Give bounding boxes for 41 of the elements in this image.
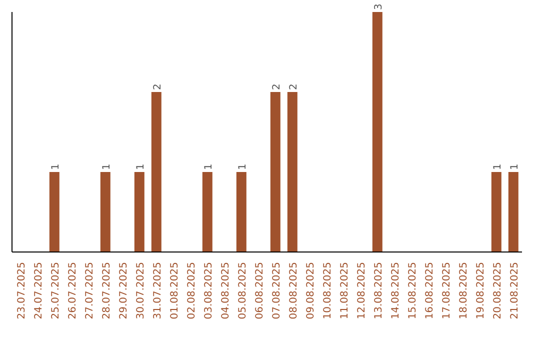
x-tick-label: 10.08.2025 xyxy=(322,262,334,320)
data-label: 1 xyxy=(509,164,520,170)
x-tick-label: 14.08.2025 xyxy=(390,262,402,320)
x-tick-label: 05.08.2025 xyxy=(238,262,248,320)
data-label: 1 xyxy=(203,164,214,170)
x-tick-label: 03.08.2025 xyxy=(204,262,214,320)
x-tick-label: 26.07.2025 xyxy=(68,262,78,320)
data-label: 2 xyxy=(271,84,282,90)
x-tick-label: 21.08.2025 xyxy=(510,262,520,320)
x-tick-label: 25.07.2025 xyxy=(50,262,62,320)
x-tick-label: 09.08.2025 xyxy=(306,262,316,320)
data-label: 3 xyxy=(373,4,384,10)
data-label: 2 xyxy=(288,84,300,90)
x-tick-label: 24.07.2025 xyxy=(34,262,44,320)
data-label: 1 xyxy=(237,164,248,170)
x-tick-label: 31.07.2025 xyxy=(152,262,164,320)
data-label: 1 xyxy=(101,164,112,170)
x-tick-label: 02.08.2025 xyxy=(186,262,198,320)
x-tick-label: 17.08.2025 xyxy=(442,262,452,320)
data-label: 1 xyxy=(492,164,504,170)
x-tick-label: 12.08.2025 xyxy=(356,262,368,320)
x-tick-label: 13.08.2025 xyxy=(374,262,384,320)
x-tick-label: 11.08.2025 xyxy=(340,262,350,320)
x-tick-label: 16.08.2025 xyxy=(424,262,436,320)
data-label: 1 xyxy=(135,164,146,170)
x-tick-label: 08.08.2025 xyxy=(288,262,300,320)
data-label: 2 xyxy=(152,84,164,90)
x-tick-label: 04.08.2025 xyxy=(220,262,232,320)
data-label: 1 xyxy=(50,164,62,170)
x-tick-label: 30.07.2025 xyxy=(136,262,146,320)
x-tick-label: 28.07.2025 xyxy=(102,262,112,320)
x-tick-label: 19.08.2025 xyxy=(476,262,486,320)
x-tick-label: 07.08.2025 xyxy=(272,262,282,320)
x-tick-label: 18.08.2025 xyxy=(458,262,470,320)
x-tick-label: 01.08.2025 xyxy=(170,262,180,320)
x-tick-label: 29.07.2025 xyxy=(118,262,130,320)
x-tick-label: 23.07.2025 xyxy=(16,262,28,320)
x-tick-label: 27.07.2025 xyxy=(84,262,96,320)
x-tick-label: 15.08.2025 xyxy=(408,262,418,320)
x-tick-label: 06.08.2025 xyxy=(254,262,266,320)
x-tick-label: 20.08.2025 xyxy=(492,262,504,320)
